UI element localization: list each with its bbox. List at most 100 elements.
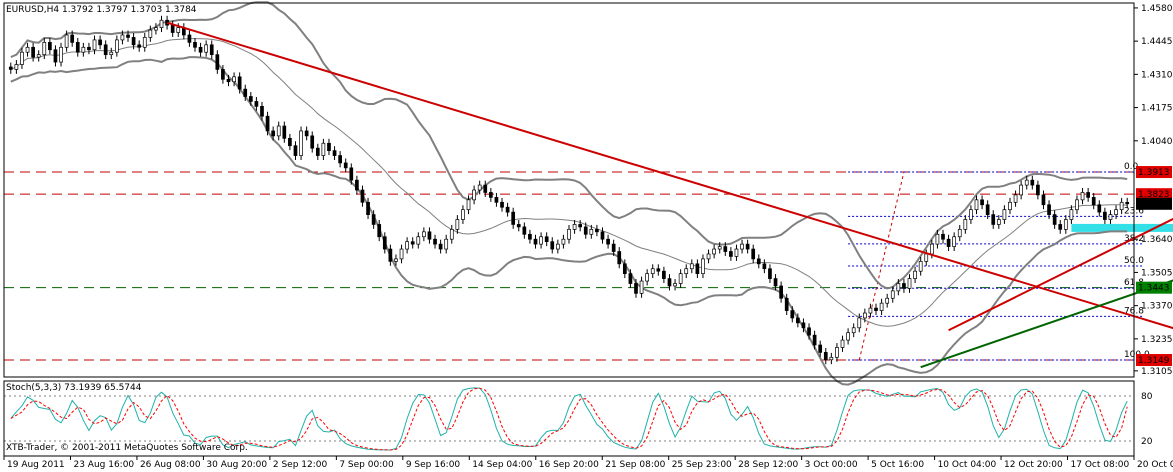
candle-body (394, 258, 398, 262)
candle-body (745, 243, 750, 250)
candle-body (1091, 197, 1096, 206)
candle-body (924, 253, 929, 262)
candle-body (494, 197, 499, 203)
candle-body (170, 24, 175, 33)
candle-body (689, 263, 694, 270)
candle-body (840, 339, 845, 348)
candle-body (59, 46, 63, 63)
candle-body (957, 229, 962, 238)
price-tick-label: 1.4040 (1141, 137, 1173, 147)
candle-body (137, 44, 142, 48)
time-tick-label: 21 Sep 08:00 (605, 460, 665, 470)
candle-body (405, 241, 409, 250)
candle-body (31, 46, 35, 58)
candle-body (377, 224, 382, 238)
candle-body (1108, 214, 1113, 220)
time-tick-label: 16 Sep 20:00 (539, 460, 599, 470)
candle-body (1036, 184, 1040, 196)
price-tag-box (1136, 166, 1172, 179)
time-tick-label: 28 Sep 12:00 (738, 460, 798, 470)
candle-body (561, 238, 566, 245)
candle-body (818, 344, 823, 353)
candle-body (1002, 209, 1007, 220)
candle-body (522, 226, 527, 235)
stoch-signal-line (10, 387, 1128, 451)
candle-body (226, 78, 231, 83)
candle-body (885, 297, 890, 304)
time-tick-label: 7 Sep 00:00 (339, 460, 394, 470)
trendline-channel-upper (948, 217, 1173, 332)
candle-body (1052, 214, 1057, 225)
candle-body (1097, 204, 1102, 213)
candle-body (154, 27, 158, 31)
candle-body (304, 130, 309, 137)
candle-body (723, 246, 728, 252)
candle-body (1075, 199, 1079, 211)
candle-body (1086, 192, 1090, 198)
candle-body (656, 268, 661, 272)
price-tick-label: 1.3370 (1141, 302, 1173, 312)
candle-body (276, 125, 281, 137)
candle-body (896, 283, 901, 292)
candle-body (963, 219, 968, 230)
candle-body (271, 130, 275, 137)
candle-body (260, 105, 264, 117)
candle-body (366, 201, 370, 215)
candle-body (360, 189, 365, 203)
candle-body (209, 44, 214, 56)
candle-body (985, 204, 990, 215)
candle-body (595, 229, 599, 233)
candle-body (288, 137, 292, 147)
fib-anchor-line (858, 171, 905, 361)
stochastic-panel-frame (3, 380, 1135, 457)
candle-body (131, 37, 136, 46)
candle-body (918, 261, 923, 272)
candle-body (1103, 211, 1107, 220)
candle-body (1013, 194, 1018, 203)
candle-body (511, 211, 516, 225)
price-tag-label: 1.3784 (1138, 200, 1170, 210)
price-tag-box (1136, 354, 1172, 367)
candle-body (751, 248, 756, 260)
bollinger-middle-band (10, 38, 1128, 327)
candle-body (310, 135, 315, 149)
candle-body (20, 51, 24, 65)
candle-body (1008, 201, 1012, 211)
candle-body (349, 167, 354, 181)
candle-body (243, 88, 248, 97)
candle-body (254, 101, 259, 107)
trendline-support (920, 279, 1173, 369)
candle-body (578, 224, 583, 228)
candle-body (388, 248, 393, 262)
candle-body (907, 278, 912, 289)
candle-body (634, 283, 638, 294)
candle-body (489, 192, 493, 198)
candle-body (1041, 194, 1046, 206)
candle-body (684, 268, 689, 275)
candle-body (796, 317, 800, 324)
candle-body (1080, 192, 1085, 201)
candle-body (299, 130, 303, 156)
candle-body (159, 19, 164, 28)
candle-body (835, 347, 839, 358)
candle-body (639, 280, 644, 294)
candle-body (204, 44, 209, 53)
candle-body (539, 236, 543, 245)
chart-title: EURUSD,H4 1.3792 1.3797 1.3703 1.3784 (6, 5, 197, 15)
candle-body (81, 46, 86, 53)
candle-body (399, 248, 404, 260)
price-tick-label: 1.4310 (1141, 70, 1173, 80)
candle-body (120, 34, 125, 41)
candle-body (282, 125, 287, 139)
candle-body (1125, 201, 1130, 205)
candle-body (42, 42, 47, 56)
stochastic-panel[interactable] (4, 387, 1134, 451)
candle-body (1047, 204, 1051, 215)
stoch-tick-label: 20 (1141, 437, 1153, 447)
price-tick-label: 1.3640 (1141, 235, 1173, 245)
price-tick-label: 1.3105 (1141, 367, 1173, 377)
candle-body (87, 46, 91, 51)
candle-body (801, 322, 806, 329)
candle-body (8, 66, 13, 70)
